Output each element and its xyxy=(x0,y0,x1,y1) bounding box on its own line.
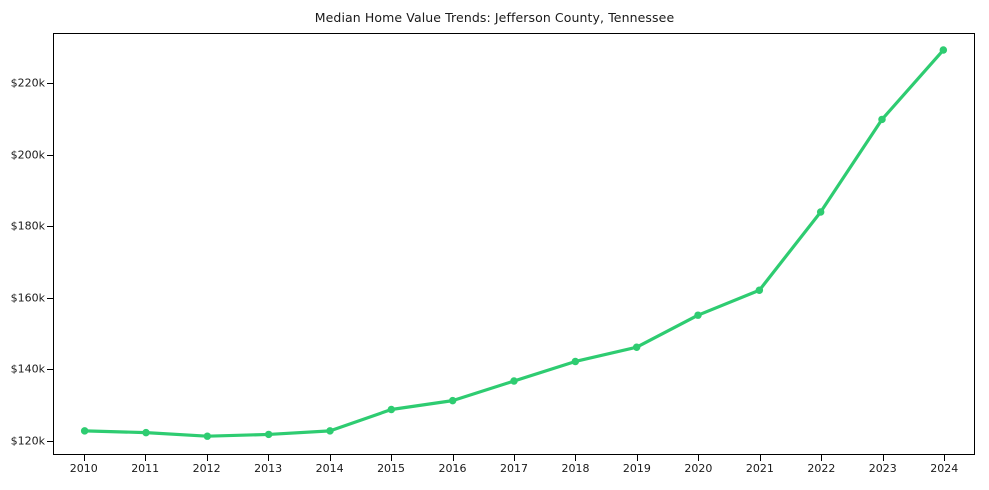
x-axis-tick-mark xyxy=(882,455,884,461)
data-point-2018 xyxy=(571,357,580,366)
x-axis-tick-mark xyxy=(759,455,761,461)
x-axis-tick-label: 2021 xyxy=(745,462,774,475)
data-point-2013 xyxy=(264,430,273,439)
data-point-2011 xyxy=(142,428,150,437)
x-axis-tick-mark xyxy=(698,455,700,461)
x-axis-tick-mark xyxy=(636,455,638,461)
x-axis-tick-label: 2012 xyxy=(192,462,221,475)
x-axis-tick-label: 2019 xyxy=(622,462,651,475)
x-axis-tick-mark xyxy=(145,455,147,461)
x-axis-tick-mark xyxy=(452,455,454,461)
x-axis-tick-label: 2024 xyxy=(930,462,959,475)
y-axis-tick-mark xyxy=(47,369,53,371)
y-axis-tick-mark xyxy=(47,83,53,85)
data-point-2021 xyxy=(755,286,764,295)
x-axis-tick-label: 2017 xyxy=(500,462,528,475)
data-point-marker-group xyxy=(80,46,948,440)
x-axis-tick-label: 2014 xyxy=(315,462,344,475)
y-axis-tick-mark xyxy=(47,226,53,228)
y-axis-tick-label: $160k xyxy=(10,291,45,305)
data-point-2017 xyxy=(510,377,518,385)
x-axis-tick-mark xyxy=(575,455,577,461)
data-point-2019 xyxy=(632,343,641,351)
x-axis-tick-mark xyxy=(329,455,331,461)
data-point-2014 xyxy=(326,427,334,435)
data-point-2024 xyxy=(939,46,948,54)
data-point-2022 xyxy=(816,208,825,216)
x-axis-tick-mark xyxy=(206,455,208,461)
x-axis-tick-label: 2010 xyxy=(69,462,98,475)
data-point-2015 xyxy=(387,405,396,414)
plot-area xyxy=(53,33,975,455)
x-axis-tick-mark xyxy=(268,455,270,461)
x-axis-tick-mark xyxy=(944,455,946,461)
y-axis-label-group: $120k $140k $160k $180k $200k $220k xyxy=(0,0,45,490)
y-axis-tick-mark xyxy=(47,440,53,442)
data-point-2020 xyxy=(694,311,702,319)
data-point-2012 xyxy=(203,432,212,440)
x-axis-tick-label: 2011 xyxy=(131,462,160,475)
y-axis-tick-label: $220k xyxy=(10,76,45,90)
chart-title: Median Home Value Trends: Jefferson Coun… xyxy=(314,10,675,25)
data-point-2023 xyxy=(878,115,886,124)
x-axis-tick-mark xyxy=(514,455,515,461)
x-axis-tick-label: 2020 xyxy=(684,462,713,475)
x-axis-tick-label: 2015 xyxy=(377,462,406,475)
y-axis-tick-label: $180k xyxy=(10,219,45,233)
x-axis-tick-mark xyxy=(83,455,85,461)
x-axis-tick-label: 2023 xyxy=(868,462,897,475)
x-axis-tick-label: 2016 xyxy=(438,462,467,475)
data-point-2016 xyxy=(448,396,457,405)
y-axis-tick-label: $120k xyxy=(10,434,45,448)
x-axis-tick-label: 2022 xyxy=(807,462,836,475)
x-axis-tick-label: 2018 xyxy=(561,462,590,475)
line-chart-svg xyxy=(80,46,948,440)
y-axis-tick-mark xyxy=(47,154,53,156)
y-axis-tick-label: $140k xyxy=(10,362,45,376)
x-axis-tick-mark xyxy=(821,455,823,461)
data-point-2010 xyxy=(80,427,89,435)
y-axis-tick-label: $200k xyxy=(10,148,45,162)
x-axis-tick-mark xyxy=(391,455,393,461)
y-axis-tick-mark xyxy=(47,297,53,299)
x-axis-tick-label: 2013 xyxy=(254,462,283,475)
